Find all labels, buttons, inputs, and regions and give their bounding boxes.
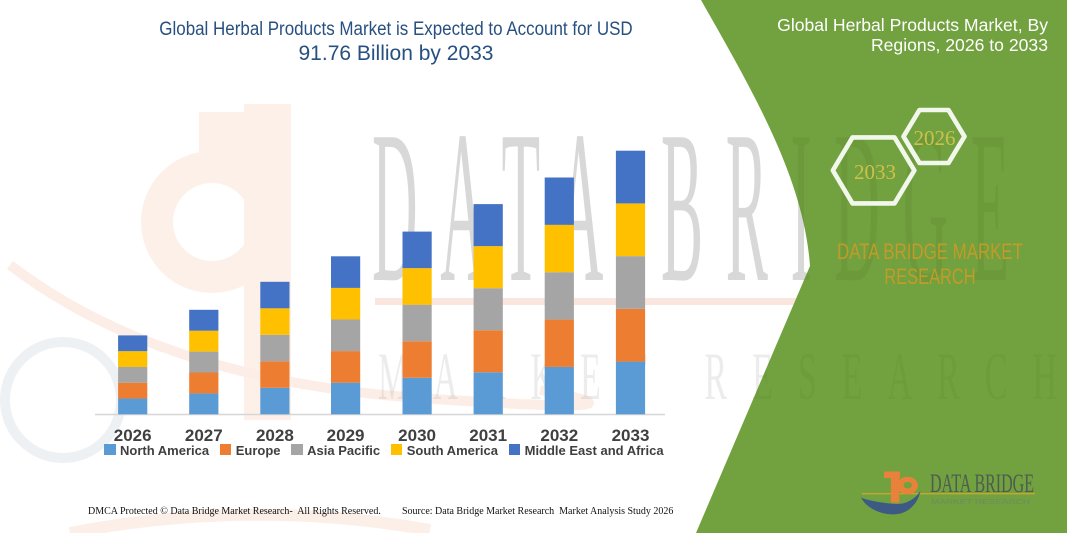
svg-text:DATA BRIDGE: DATA BRIDGE xyxy=(930,469,1034,498)
svg-text:MARKET RESEARCH: MARKET RESEARCH xyxy=(931,499,1030,506)
